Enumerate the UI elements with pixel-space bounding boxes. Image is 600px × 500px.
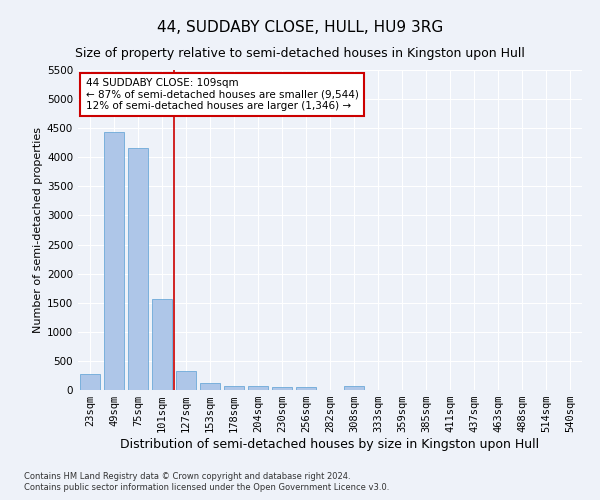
Text: Contains public sector information licensed under the Open Government Licence v3: Contains public sector information licen… — [24, 484, 389, 492]
Text: 44 SUDDABY CLOSE: 109sqm
← 87% of semi-detached houses are smaller (9,544)
12% o: 44 SUDDABY CLOSE: 109sqm ← 87% of semi-d… — [86, 78, 358, 111]
Bar — [80, 374, 100, 390]
Bar — [248, 386, 268, 390]
Y-axis label: Number of semi-detached properties: Number of semi-detached properties — [33, 127, 43, 333]
Bar — [128, 148, 148, 390]
Bar — [152, 299, 172, 390]
Text: Size of property relative to semi-detached houses in Kingston upon Hull: Size of property relative to semi-detach… — [75, 48, 525, 60]
Text: 44, SUDDABY CLOSE, HULL, HU9 3RG: 44, SUDDABY CLOSE, HULL, HU9 3RG — [157, 20, 443, 35]
Bar — [176, 372, 196, 390]
Bar — [296, 387, 316, 390]
Text: Contains HM Land Registry data © Crown copyright and database right 2024.: Contains HM Land Registry data © Crown c… — [24, 472, 350, 481]
Bar — [200, 383, 220, 390]
Bar — [272, 386, 292, 390]
X-axis label: Distribution of semi-detached houses by size in Kingston upon Hull: Distribution of semi-detached houses by … — [121, 438, 539, 451]
Bar — [104, 132, 124, 390]
Bar — [224, 386, 244, 390]
Bar — [344, 386, 364, 390]
